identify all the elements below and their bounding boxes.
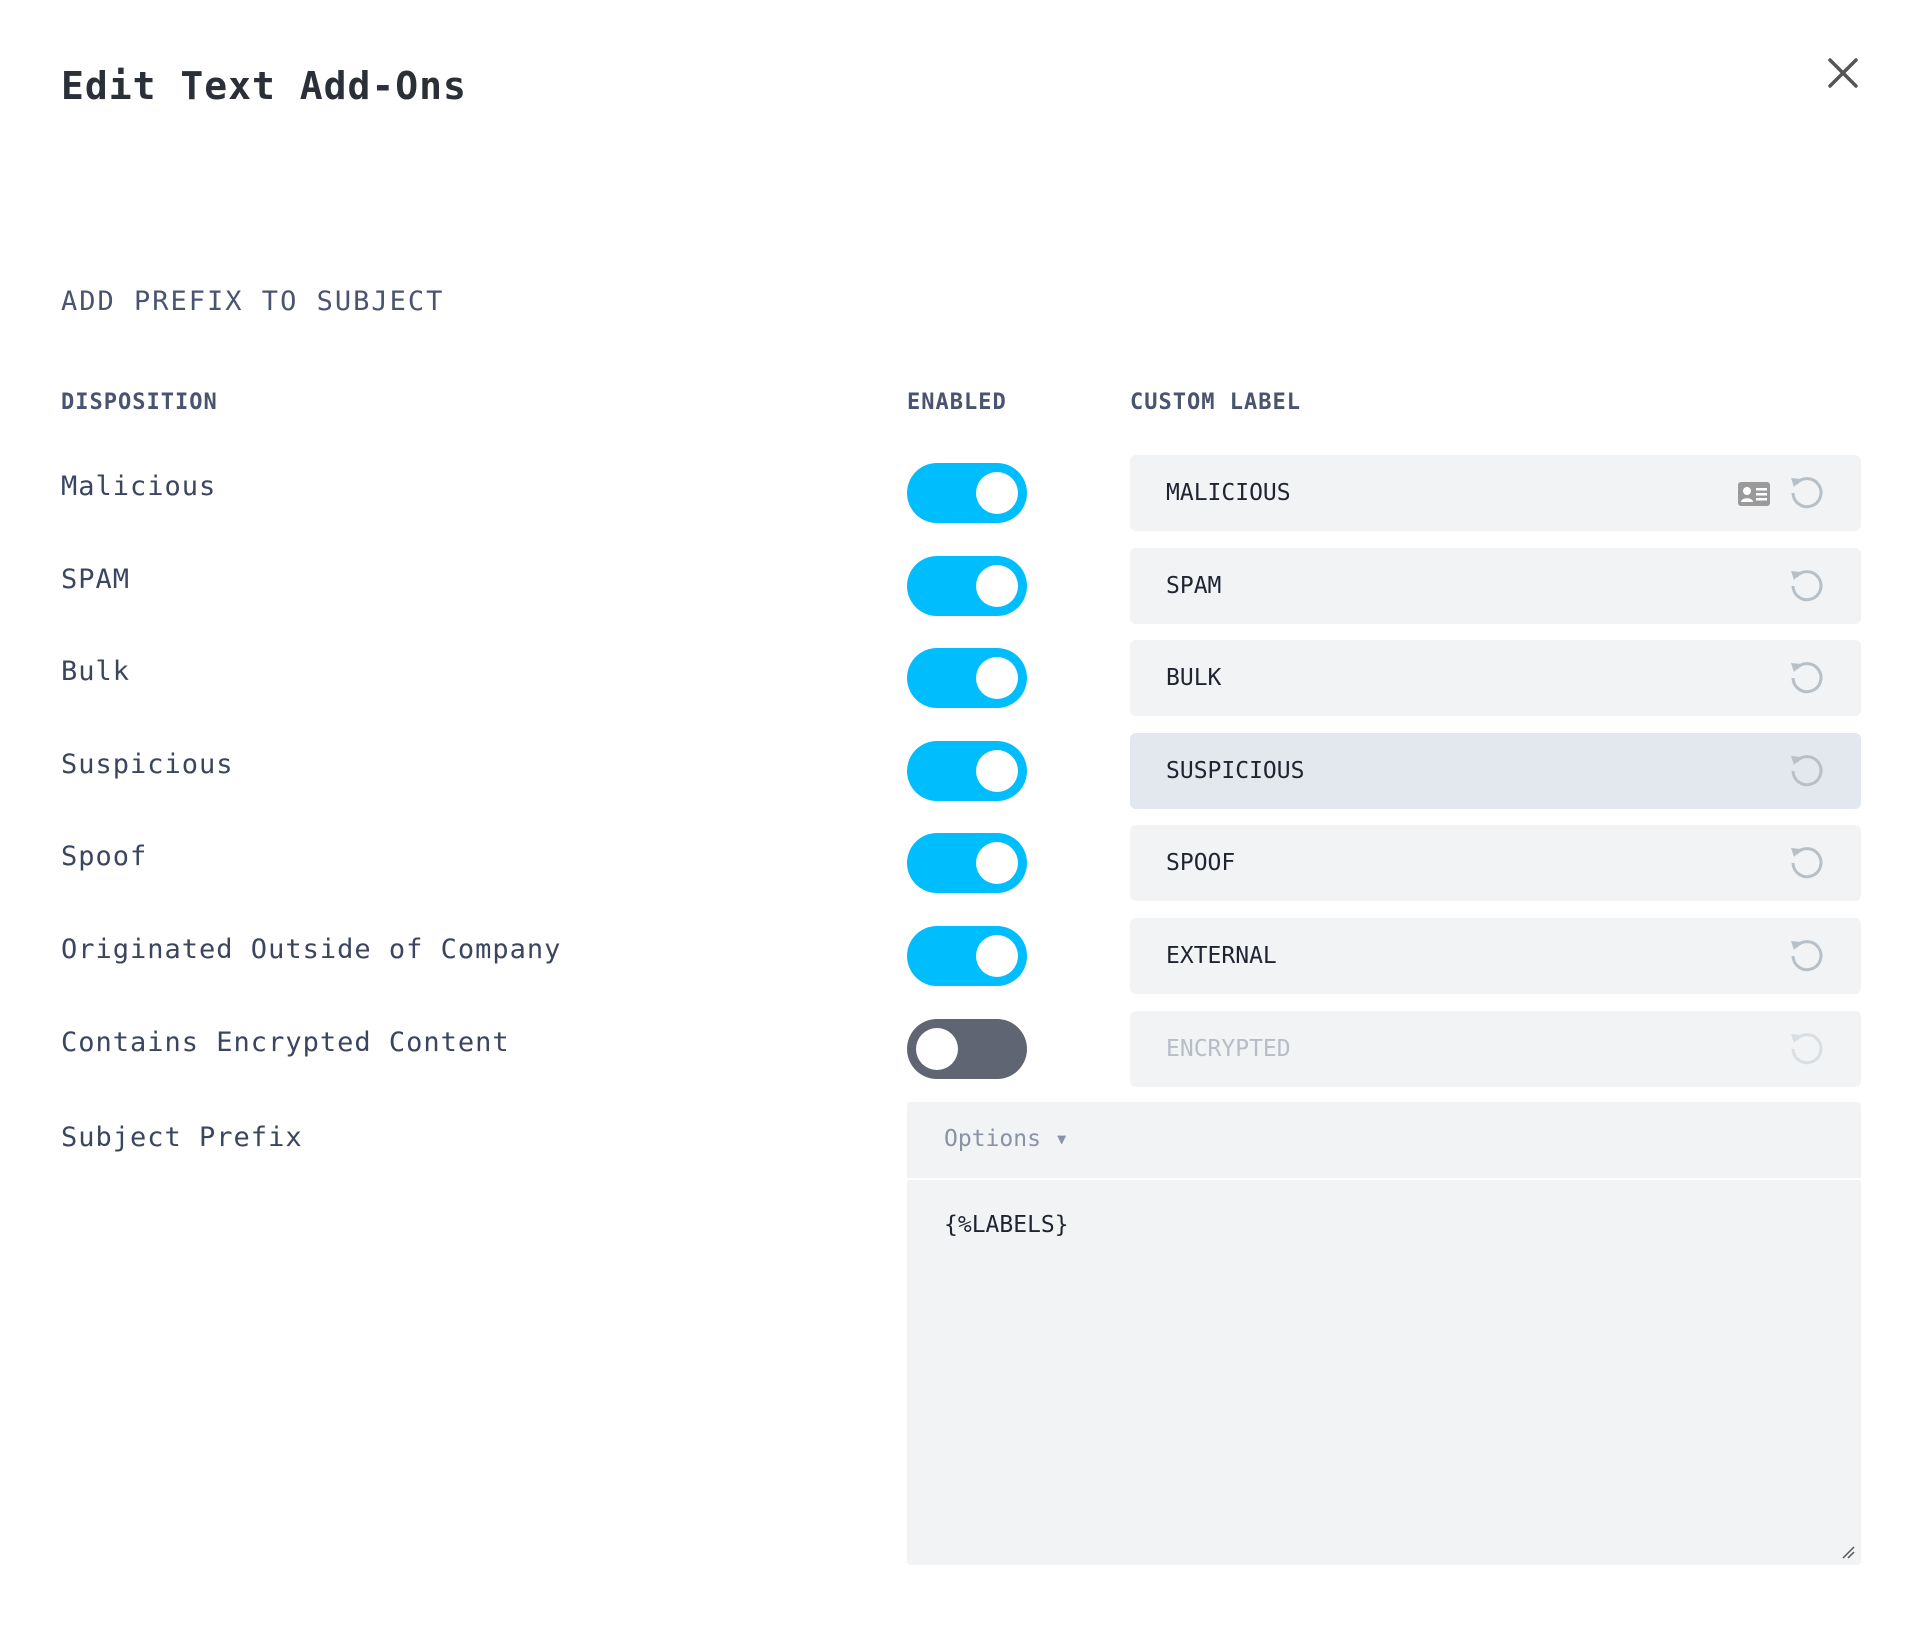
custom-label-field-external: EXTERNAL [1130,918,1861,994]
disposition-label-bulk: Bulk [61,656,131,688]
toggle-knob [976,749,1018,792]
toggle-knob [976,564,1018,607]
reset-icon[interactable] [1787,936,1827,976]
custom-label-field-encrypted: ENCRYPTED [1130,1010,1861,1087]
section-title: ADD PREFIX TO SUBJECT [61,286,445,317]
options-bar: Options ▾ [907,1102,1861,1180]
custom-label-field-spam: SPAM [1130,547,1861,624]
subject-prefix-textarea[interactable]: {%LABELS} [944,1212,1069,1238]
enabled-toggle-bulk[interactable] [907,648,1027,709]
enabled-toggle-suspicious[interactable] [907,740,1027,801]
dialog-title: Edit Text Add-Ons [61,64,467,108]
custom-label-input-spam[interactable]: SPAM [1166,572,1222,599]
column-header-disposition: DISPOSITION [61,390,218,415]
custom-label-field-malicious: MALICIOUS [1130,455,1861,531]
enabled-toggle-malicious[interactable] [907,463,1027,523]
toggle-knob [976,472,1018,514]
custom-label-field-suspicious: SUSPICIOUS [1130,732,1861,809]
reset-icon[interactable] [1787,566,1827,606]
disposition-label-spoof: Spoof [61,841,148,873]
toggle-knob [976,657,1018,700]
contact-card-icon[interactable] [1737,481,1771,507]
toggle-knob [976,935,1018,977]
custom-label-field-bulk: BULK [1130,640,1861,717]
disposition-label-external: Originated Outside of Company [61,934,562,965]
enabled-toggle-spam[interactable] [907,555,1027,616]
custom-label-input-malicious[interactable]: MALICIOUS [1166,480,1291,506]
custom-label-input-external[interactable]: EXTERNAL [1166,943,1277,969]
disposition-label-spam: SPAM [61,563,131,595]
resize-grip-icon[interactable] [1841,1545,1855,1559]
reset-icon[interactable] [1787,751,1827,791]
toggle-knob [976,842,1018,885]
subject-prefix-editor: Options ▾ {%LABELS} [907,1102,1861,1565]
reset-icon[interactable] [1787,658,1827,698]
toggle-knob [916,1027,958,1070]
custom-label-field-spoof: SPOOF [1130,825,1861,902]
enabled-toggle-spoof[interactable] [907,833,1027,894]
options-dropdown[interactable]: Options ▾ [944,1126,1069,1152]
column-header-custom-label: CUSTOM LABEL [1130,390,1301,415]
disposition-label-malicious: Malicious [61,471,217,502]
enabled-toggle-external[interactable] [907,926,1027,986]
enabled-toggle-encrypted[interactable] [907,1018,1027,1079]
custom-label-input-suspicious[interactable]: SUSPICIOUS [1166,757,1305,784]
disposition-label-suspicious: Suspicious [61,748,234,780]
column-header-enabled: ENABLED [907,390,1007,415]
custom-label-input-spoof[interactable]: SPOOF [1166,850,1236,877]
subject-prefix-label: Subject Prefix [61,1122,303,1153]
reset-icon[interactable] [1787,473,1827,513]
reset-icon[interactable] [1787,1029,1827,1069]
custom-label-input-encrypted[interactable]: ENCRYPTED [1166,1035,1291,1062]
reset-icon[interactable] [1787,843,1827,883]
disposition-label-encrypted: Contains Encrypted Content [61,1026,510,1058]
close-icon[interactable] [1822,52,1864,94]
custom-label-input-bulk[interactable]: BULK [1166,665,1222,692]
